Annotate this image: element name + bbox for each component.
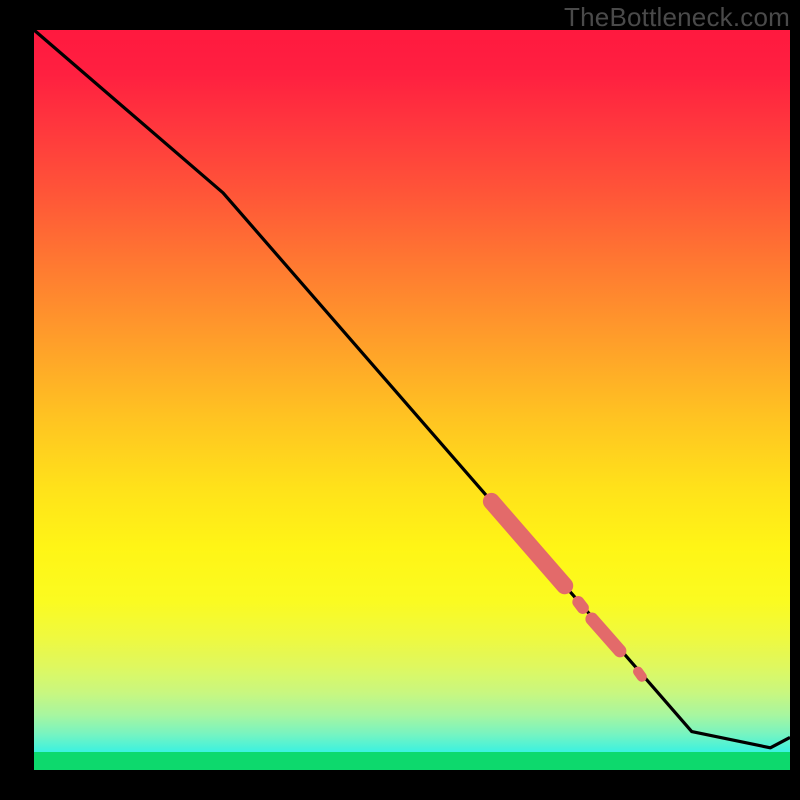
- bottom-band: [34, 752, 790, 771]
- bottleneck-chart: TheBottleneck.com: [0, 0, 800, 800]
- watermark-text: TheBottleneck.com: [564, 2, 790, 33]
- plot-area: [34, 30, 790, 770]
